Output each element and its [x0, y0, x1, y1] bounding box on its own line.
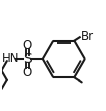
- Text: O: O: [23, 39, 32, 52]
- Text: Br: Br: [81, 30, 94, 43]
- Text: HN: HN: [1, 52, 19, 65]
- Text: S: S: [23, 52, 32, 66]
- Text: O: O: [23, 66, 32, 79]
